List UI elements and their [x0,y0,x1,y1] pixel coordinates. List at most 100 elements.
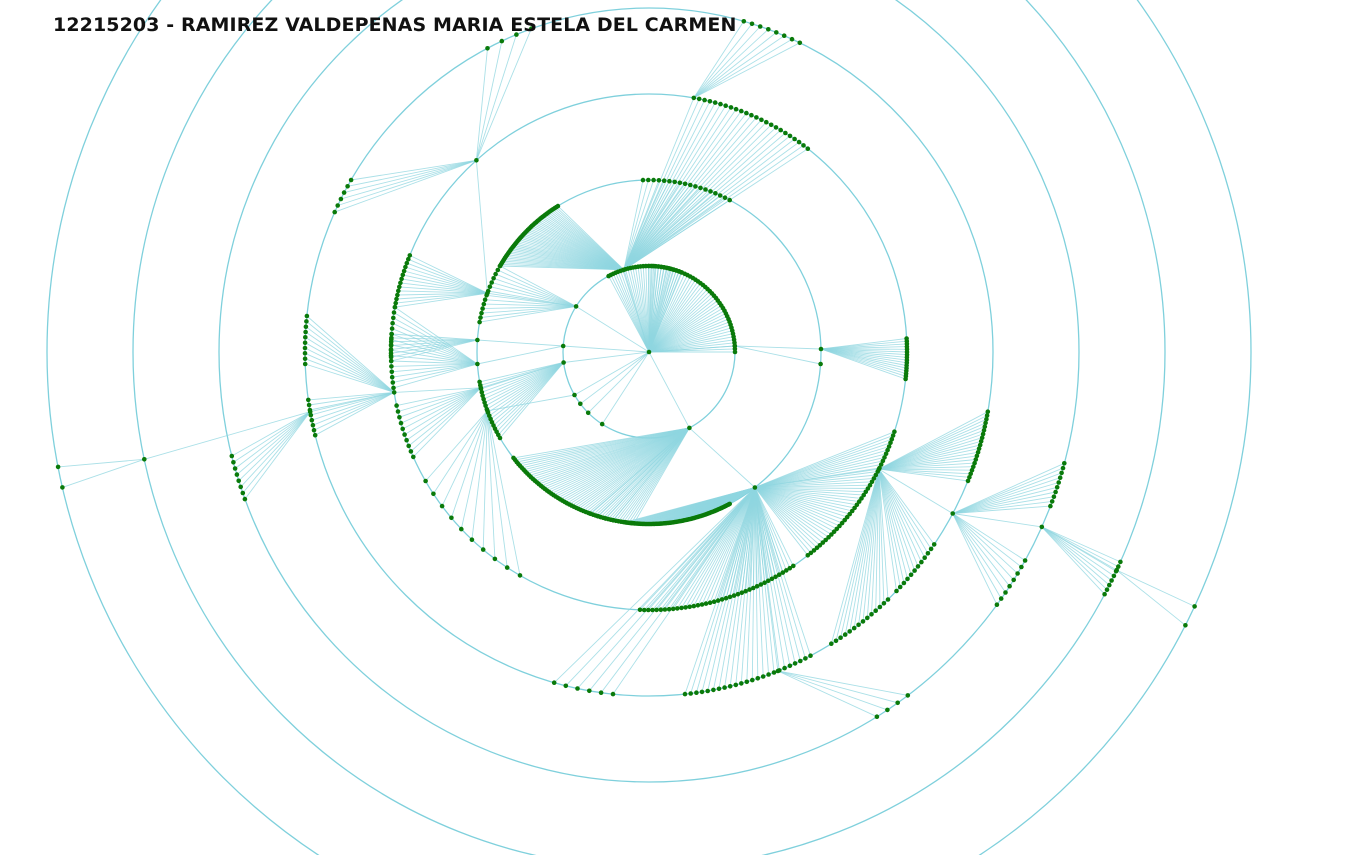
tree-node[interactable] [688,182,693,188]
tree-node[interactable] [764,119,769,125]
tree-node[interactable] [744,679,750,685]
tree-node[interactable] [754,115,759,120]
tree-node[interactable] [971,464,976,470]
tree-node[interactable] [931,542,937,547]
tree-node[interactable] [867,482,873,488]
tree-node[interactable] [561,360,566,365]
tree-node[interactable] [670,606,676,612]
tree-node[interactable] [781,33,787,38]
tree-node[interactable] [968,471,973,477]
tree-node[interactable] [242,496,248,502]
tree-node[interactable] [880,458,886,464]
tree-node[interactable] [982,424,988,429]
tree-node[interactable] [749,21,755,27]
tree-node[interactable] [754,584,760,589]
tree-node[interactable] [782,665,787,671]
tree-node[interactable] [695,603,701,608]
tree-node[interactable] [302,361,308,367]
tree-node[interactable] [886,444,892,449]
tree-node[interactable] [743,588,748,594]
tree-node[interactable] [517,573,523,578]
tree-node[interactable] [394,296,399,302]
tree-node[interactable] [912,568,917,573]
tree-node[interactable] [555,203,561,209]
tree-node[interactable] [766,672,771,677]
tree-node[interactable] [142,457,147,462]
tree-node[interactable] [573,304,579,309]
tree-node[interactable] [306,402,312,408]
tree-node[interactable] [391,385,396,391]
tree-node[interactable] [984,413,990,418]
tree-node[interactable] [651,177,656,183]
tree-node[interactable] [715,598,721,603]
tree-node[interactable] [491,276,496,281]
tree-node[interactable] [903,376,908,382]
tree-node[interactable] [1111,573,1117,579]
tree-node[interactable] [718,101,723,107]
tree-node[interactable] [345,184,350,189]
tree-node[interactable] [658,607,664,612]
tree-node[interactable] [699,602,705,607]
tree-node[interactable] [1053,489,1058,495]
tree-node[interactable] [980,431,986,437]
tree-node[interactable] [400,426,406,432]
tree-node[interactable] [915,564,921,569]
tree-node[interactable] [905,693,911,698]
tree-node[interactable] [479,310,484,316]
tree-node[interactable] [775,668,781,674]
tree-node[interactable] [757,24,763,29]
tree-node[interactable] [871,476,877,481]
tree-node[interactable] [776,572,782,577]
tree-node[interactable] [928,546,934,552]
tree-node[interactable] [646,607,651,613]
tree-node[interactable] [480,306,485,311]
tree-node[interactable] [751,585,756,591]
tree-node[interactable] [677,180,683,186]
tree-node[interactable] [493,271,498,277]
tree-node[interactable] [967,475,972,480]
tree-node[interactable] [984,416,989,422]
tree-node[interactable] [869,479,875,485]
tree-node[interactable] [705,688,710,694]
tree-node[interactable] [801,143,806,148]
tree-node[interactable] [749,112,754,118]
tree-node[interactable] [395,292,400,298]
tree-node[interactable] [662,607,668,612]
tree-node[interactable] [965,478,971,484]
tree-node[interactable] [406,256,411,262]
tree-node[interactable] [646,177,651,183]
tree-node[interactable] [768,122,774,128]
tree-node[interactable] [905,576,910,582]
tree-node[interactable] [397,284,402,290]
tree-node[interactable] [485,408,490,414]
tree-node[interactable] [837,523,842,529]
tree-node[interactable] [389,369,395,375]
tree-node[interactable] [766,27,771,32]
tree-node[interactable] [829,641,834,646]
tree-node[interactable] [925,551,931,556]
tree-node[interactable] [310,422,316,428]
tree-node[interactable] [1048,503,1053,509]
tree-node[interactable] [1049,499,1055,504]
tree-node[interactable] [404,260,410,266]
tree-node[interactable] [890,433,896,438]
tree-node[interactable] [587,511,593,516]
tree-node[interactable] [1039,524,1045,530]
tree-node[interactable] [302,356,308,362]
tree-node[interactable] [805,553,811,558]
tree-node[interactable] [792,661,798,666]
tree-node[interactable] [388,339,394,345]
tree-node[interactable] [860,619,866,624]
tree-node[interactable] [407,253,413,258]
tree-node[interactable] [551,680,557,685]
tree-node[interactable] [399,276,404,282]
tree-node[interactable] [646,349,652,355]
tree-node[interactable] [998,596,1004,601]
tree-node[interactable] [894,588,899,594]
tree-node[interactable] [711,599,717,604]
tree-node[interactable] [1192,604,1197,609]
tree-node[interactable] [711,687,716,693]
tree-node[interactable] [335,203,341,208]
tree-node[interactable] [1051,494,1057,500]
tree-node[interactable] [869,612,874,617]
